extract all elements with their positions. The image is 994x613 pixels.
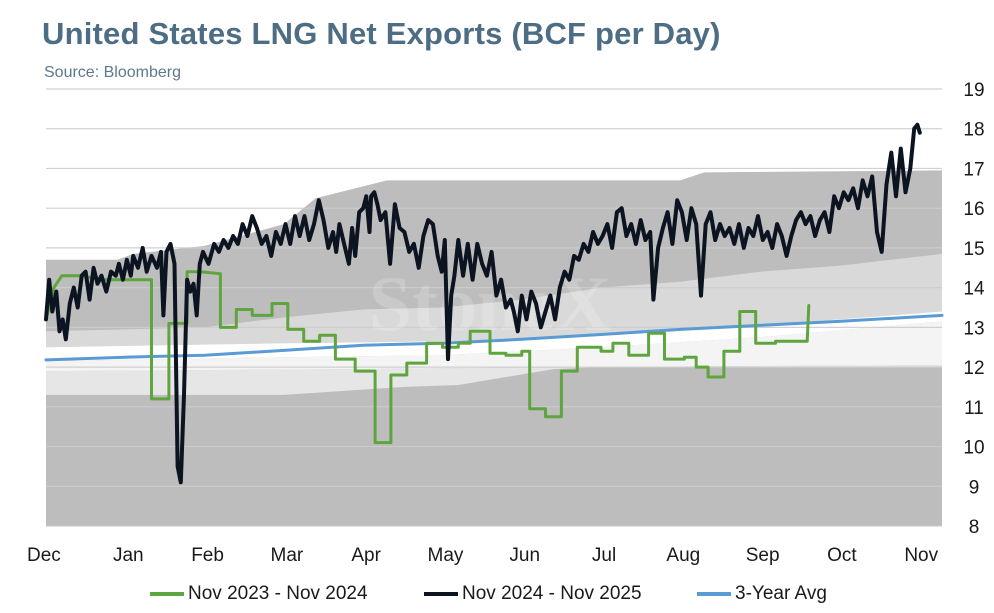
series-line-3yr-avg (44, 313, 944, 362)
band-average (46, 311, 942, 362)
y-tick-label: 9 (969, 477, 980, 498)
band-low (46, 365, 942, 395)
y-tick-label: 15 (963, 239, 984, 260)
x-tick-label: Oct (827, 545, 857, 566)
x-tick-label: Mar (271, 545, 304, 566)
band-range-inner (46, 253, 942, 348)
legend: Nov 2023 - Nov 2024 Nov 2024 - Nov 2025 … (0, 580, 994, 608)
x-tick-label: Dec (27, 545, 61, 566)
y-tick-label: 12 (963, 358, 984, 379)
x-tick-label: Jun (509, 545, 540, 566)
y-tick-label: 18 (963, 120, 984, 141)
x-tick-label: Apr (351, 545, 381, 566)
y-tick-label: 8 (969, 517, 980, 538)
series-line-2024 (44, 270, 811, 445)
legend-label-2024: Nov 2023 - Nov 2024 (188, 583, 368, 604)
y-tick-label: 11 (964, 398, 984, 419)
y-tick-label: 14 (963, 279, 985, 300)
legend-item-avg: 3-Year Avg (697, 580, 827, 608)
y-tick-label: 17 (963, 159, 984, 180)
page-title: United States LNG Net Exports (BCF per D… (42, 16, 721, 51)
x-tick-label: Sep (746, 545, 780, 566)
y-tick-label: 16 (963, 199, 984, 220)
y-tick-label: 10 (963, 438, 984, 459)
x-axis-ticks: Dec Jan Feb Mar Apr May Jun Jul Aug Sep Oct Nov (27, 545, 939, 566)
x-tick-label: Nov (904, 545, 938, 566)
y-tick-label: 13 (963, 318, 984, 339)
x-tick-label: Jan (113, 545, 144, 566)
legend-label-avg: 3-Year Avg (735, 583, 827, 604)
band-low-upper (46, 321, 942, 372)
series-lines (44, 122, 944, 485)
legend-swatch-avg (697, 592, 731, 596)
x-tick-label: Aug (666, 545, 700, 566)
series-line-2025 (44, 122, 922, 485)
legend-swatch-2024 (150, 592, 184, 596)
y-axis-ticks: 8 9 10 11 12 13 14 15 16 17 18 19 (963, 80, 985, 538)
legend-item-2024: Nov 2023 - Nov 2024 (150, 580, 368, 608)
x-tick-label: Feb (191, 545, 224, 566)
x-tick-label: May (428, 545, 464, 566)
chart-source: Source: Bloomberg (44, 64, 181, 81)
legend-label-2025: Nov 2024 - Nov 2025 (462, 583, 642, 604)
legend-item-2025: Nov 2024 - Nov 2025 (424, 580, 642, 608)
legend-swatch-2025 (424, 592, 458, 596)
x-tick-label: Jul (592, 545, 616, 566)
y-tick-label: 19 (963, 80, 984, 101)
